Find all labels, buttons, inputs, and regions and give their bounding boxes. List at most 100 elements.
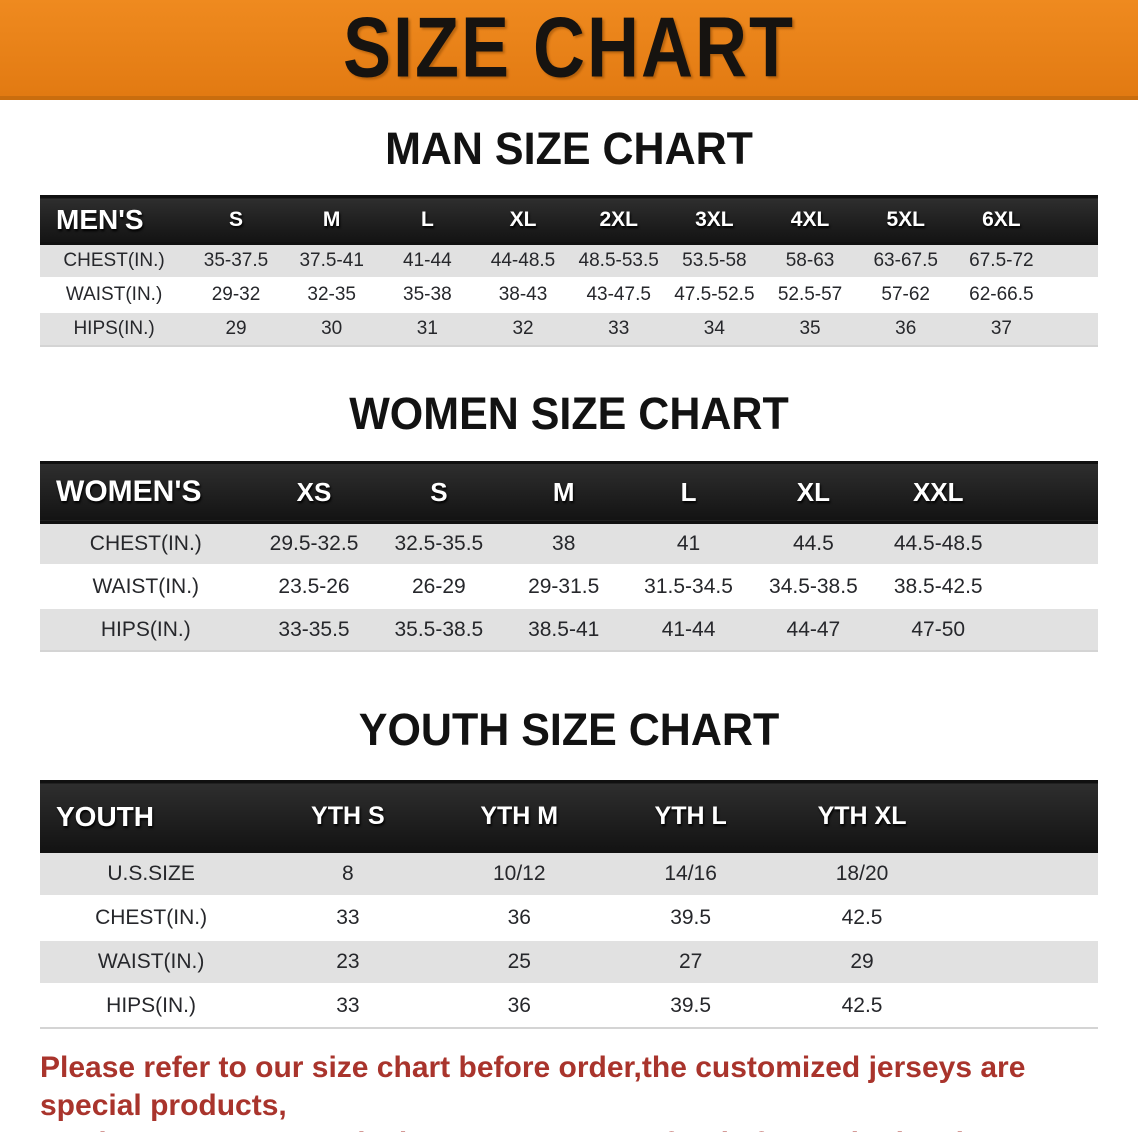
size-cell: 38-43 [475, 277, 571, 313]
size-cell: 29-32 [188, 277, 284, 313]
youth-ussize-row: U.S.SIZE 8 10/12 14/16 18/20 [40, 851, 1098, 897]
size-cell: 35 [762, 311, 858, 347]
men-column-header: 3XL [666, 195, 763, 245]
women-chest-row: CHEST(IN.) 29.5-32.5 32.5-35.5 38 41 44.… [40, 522, 1098, 566]
size-cell: 23.5-26 [251, 565, 377, 609]
cell-spacer [1000, 565, 1098, 609]
disclaimer-line-1: Please refer to our size chart before or… [40, 1050, 1026, 1122]
row-label: CHEST(IN.) [40, 522, 252, 566]
size-cell: 48.5-53.5 [570, 243, 667, 279]
cell-spacer [1000, 608, 1098, 652]
row-label: HIPS(IN.) [40, 311, 189, 347]
size-cell: 52.5-57 [762, 277, 858, 313]
row-label: WAIST(IN.) [40, 939, 263, 985]
size-cell: 57-62 [857, 277, 954, 313]
women-column-header: XS [251, 460, 377, 524]
size-cell: 29 [776, 939, 948, 985]
size-cell: 31.5-34.5 [626, 565, 751, 609]
women-table-header-row: WOMEN'S XS S M L XL XXL [40, 460, 1098, 524]
banner-title: SIZE CHART [343, 0, 795, 96]
cell-spacer [1049, 311, 1098, 347]
size-cell: 29.5-32.5 [251, 522, 377, 566]
cell-spacer [1049, 277, 1098, 313]
men-column-header: 5XL [857, 195, 954, 245]
size-cell: 33-35.5 [251, 608, 377, 652]
women-column-header: L [626, 460, 751, 524]
header-spacer [1049, 195, 1098, 245]
size-cell: 29-31.5 [501, 565, 627, 609]
size-cell: 35-38 [379, 277, 476, 313]
size-cell: 39.5 [604, 895, 777, 941]
size-cell: 36 [433, 895, 605, 941]
cell-spacer [947, 983, 1098, 1029]
women-column-header: XL [750, 460, 876, 524]
size-cell: 53.5-58 [666, 243, 763, 279]
men-column-header: 6XL [953, 195, 1050, 245]
disclaimer-line-2: we don't accept cancel, change, teturn o… [40, 1125, 1118, 1132]
size-cell: 25 [433, 939, 605, 985]
size-cell: 36 [857, 311, 954, 347]
size-cell: 44-47 [750, 608, 876, 652]
men-section-heading: MAN SIZE CHART [385, 123, 753, 175]
size-cell: 38.5-42.5 [875, 565, 1001, 609]
youth-size-table: YOUTH YTH S YTH M YTH L YTH XL U.S.SIZE … [40, 780, 1098, 1029]
men-table-header-row: MEN'S S M L XL 2XL 3XL 4XL 5XL 6XL [40, 195, 1098, 245]
youth-table-header-row: YOUTH YTH S YTH M YTH L YTH XL [40, 780, 1098, 853]
youth-chest-row: CHEST(IN.) 33 36 39.5 42.5 [40, 895, 1098, 941]
women-column-header: XXL [875, 460, 1001, 524]
size-cell: 35.5-38.5 [376, 608, 502, 652]
cell-spacer [1000, 522, 1098, 566]
header-spacer [947, 780, 1098, 853]
size-cell: 39.5 [604, 983, 777, 1029]
cell-spacer [947, 851, 1098, 897]
youth-column-header: YTH S [262, 780, 434, 853]
men-size-table: MEN'S S M L XL 2XL 3XL 4XL 5XL 6XL CHEST… [40, 195, 1098, 347]
size-cell: 41 [626, 522, 751, 566]
size-cell: 30 [283, 311, 380, 347]
women-table-title: WOMEN'S [40, 460, 252, 524]
size-cell: 44.5 [750, 522, 876, 566]
size-cell: 41-44 [626, 608, 751, 652]
size-cell: 44.5-48.5 [875, 522, 1001, 566]
size-cell: 26-29 [376, 565, 502, 609]
size-cell: 34 [666, 311, 763, 347]
row-label: HIPS(IN.) [40, 983, 263, 1029]
size-chart-banner: SIZE CHART [0, 0, 1138, 100]
size-cell: 38 [501, 522, 627, 566]
size-cell: 32 [475, 311, 571, 347]
size-cell: 67.5-72 [953, 243, 1050, 279]
size-cell: 42.5 [776, 895, 948, 941]
size-cell: 31 [379, 311, 476, 347]
size-cell: 36 [433, 983, 605, 1029]
cell-spacer [947, 939, 1098, 985]
size-cell: 43-47.5 [570, 277, 667, 313]
size-cell: 32.5-35.5 [376, 522, 502, 566]
youth-table-title: YOUTH [40, 780, 263, 853]
men-waist-row: WAIST(IN.) 29-32 32-35 35-38 38-43 43-47… [40, 277, 1098, 313]
women-column-header: S [376, 460, 502, 524]
youth-column-header: YTH M [433, 780, 605, 853]
size-cell: 10/12 [433, 851, 605, 897]
women-column-header: M [501, 460, 627, 524]
size-cell: 62-66.5 [953, 277, 1050, 313]
size-cell: 33 [262, 983, 434, 1029]
size-cell: 33 [262, 895, 434, 941]
row-label: WAIST(IN.) [40, 277, 189, 313]
row-label: U.S.SIZE [40, 851, 263, 897]
men-hips-row: HIPS(IN.) 29 30 31 32 33 34 35 36 37 [40, 311, 1098, 347]
men-column-header: 2XL [570, 195, 667, 245]
size-cell: 35-37.5 [188, 243, 284, 279]
youth-waist-row: WAIST(IN.) 23 25 27 29 [40, 939, 1098, 985]
disclaimer-text: Please refer to our size chart before or… [40, 1049, 1118, 1132]
women-waist-row: WAIST(IN.) 23.5-26 26-29 29-31.5 31.5-34… [40, 565, 1098, 609]
men-column-header: L [379, 195, 476, 245]
size-cell: 23 [262, 939, 434, 985]
size-cell: 37 [953, 311, 1050, 347]
size-cell: 8 [262, 851, 434, 897]
size-cell: 34.5-38.5 [750, 565, 876, 609]
row-label: CHEST(IN.) [40, 243, 189, 279]
youth-column-header: YTH XL [776, 780, 948, 853]
women-size-table: WOMEN'S XS S M L XL XXL CHEST(IN.) 29.5-… [40, 460, 1098, 652]
size-cell: 18/20 [776, 851, 948, 897]
size-cell: 29 [188, 311, 284, 347]
